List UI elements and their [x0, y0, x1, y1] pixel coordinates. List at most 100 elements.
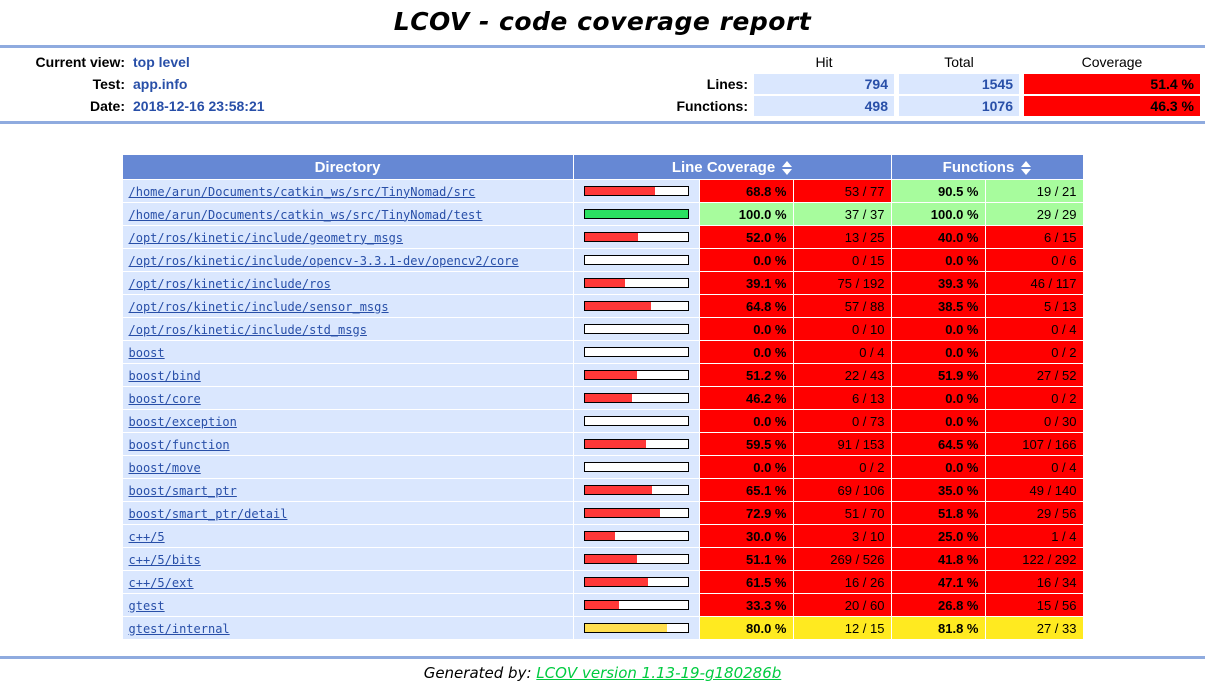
table-row: boost 0.0 % 0 / 4 0.0 % 0 / 2 [122, 341, 1083, 363]
coverage-column-header: Coverage [1081, 54, 1143, 70]
line-coverage-ratio: 53 / 77 [793, 180, 891, 202]
directory-link[interactable]: boost/smart_ptr [128, 483, 237, 498]
line-coverage-ratio: 6 / 13 [793, 387, 891, 409]
functions-hit-value: 498 [754, 96, 894, 116]
directory-link[interactable]: boost/function [128, 437, 230, 452]
functions-ratio: 6 / 15 [985, 226, 1083, 248]
directory-link[interactable]: boost/bind [128, 368, 201, 383]
coverage-bar [583, 531, 689, 541]
spacer [646, 52, 654, 72]
empty-cell [659, 52, 749, 72]
line-coverage-ratio: 12 / 15 [793, 617, 891, 639]
coverage-bar [583, 554, 689, 564]
line-coverage-percent: 100.0 % [699, 203, 793, 225]
table-row: boost/smart_ptr/detail 72.9 % 51 / 70 51… [122, 502, 1083, 524]
line-coverage-percent: 68.8 % [699, 180, 793, 202]
coverage-bar [583, 623, 689, 633]
directory-link[interactable]: /opt/ros/kinetic/include/std_msgs [128, 322, 367, 337]
coverage-bar [583, 232, 689, 242]
line-coverage-percent: 52.0 % [699, 226, 793, 248]
functions-percent: 0.0 % [891, 318, 985, 340]
line-coverage-sort-header[interactable]: Line Coverage [573, 155, 891, 179]
table-row: c++/5/ext 61.5 % 16 / 26 47.1 % 16 / 34 [122, 571, 1083, 593]
footer-text: Generated by: LCOV version 1.13-19-g1802… [0, 664, 1205, 682]
functions-ratio: 29 / 56 [985, 502, 1083, 524]
functions-total-value: 1076 [899, 96, 1019, 116]
line-coverage-percent: 0.0 % [699, 456, 793, 478]
functions-ratio: 1 / 4 [985, 525, 1083, 547]
functions-ratio: 27 / 52 [985, 364, 1083, 386]
coverage-bar-fill [584, 578, 648, 586]
directory-link[interactable]: c++/5/ext [128, 575, 194, 590]
table-row: /opt/ros/kinetic/include/opencv-3.3.1-de… [122, 249, 1083, 271]
coverage-bar-fill [584, 233, 639, 241]
coverage-bar [583, 462, 689, 472]
lines-total-value: 1545 [899, 74, 1019, 94]
functions-ratio: 29 / 29 [985, 203, 1083, 225]
line-coverage-ratio: 16 / 26 [793, 571, 891, 593]
line-coverage-ratio: 0 / 73 [793, 410, 891, 432]
coverage-table: Directory Line Coverage Functions /home/… [122, 154, 1084, 640]
footer-ruler [0, 656, 1205, 659]
table-row: c++/5/bits 51.1 % 269 / 526 41.8 % 122 /… [122, 548, 1083, 570]
functions-ratio: 46 / 117 [985, 272, 1083, 294]
lines-coverage-value: 51.4 % [1024, 74, 1200, 94]
directory-link[interactable]: boost [128, 345, 165, 360]
coverage-bar-fill [584, 187, 656, 195]
line-coverage-ratio: 0 / 2 [793, 456, 891, 478]
directory-link[interactable]: boost/core [128, 391, 201, 406]
coverage-bar-fill [584, 440, 646, 448]
line-coverage-percent: 72.9 % [699, 502, 793, 524]
coverage-bar [583, 186, 689, 196]
functions-label: Functions: [676, 98, 748, 114]
directory-link[interactable]: c++/5 [128, 529, 165, 544]
line-coverage-ratio: 37 / 37 [793, 203, 891, 225]
sort-updown-icon[interactable] [1021, 160, 1032, 175]
functions-ratio: 0 / 6 [985, 249, 1083, 271]
directory-link[interactable]: /opt/ros/kinetic/include/sensor_msgs [128, 299, 389, 314]
sort-updown-icon[interactable] [782, 160, 793, 175]
table-row: boost/function 59.5 % 91 / 153 64.5 % 10… [122, 433, 1083, 455]
spacer [646, 74, 654, 94]
functions-ratio: 5 / 13 [985, 295, 1083, 317]
directory-column-header: Directory [122, 155, 573, 179]
table-header-row: Directory Line Coverage Functions [122, 155, 1083, 179]
lines-hit-value: 794 [754, 74, 894, 94]
directory-link[interactable]: /opt/ros/kinetic/include/geometry_msgs [128, 230, 404, 245]
functions-percent: 0.0 % [891, 341, 985, 363]
directory-link[interactable]: /opt/ros/kinetic/include/opencv-3.3.1-de… [128, 253, 519, 268]
directory-link[interactable]: boost/move [128, 460, 201, 475]
spacer [646, 96, 654, 116]
table-row: /home/arun/Documents/catkin_ws/src/TinyN… [122, 180, 1083, 202]
functions-percent: 41.8 % [891, 548, 985, 570]
lcov-version-link[interactable]: LCOV version 1.13-19-g180286b [536, 664, 782, 682]
table-row: boost/bind 51.2 % 22 / 43 51.9 % 27 / 52 [122, 364, 1083, 386]
table-row: boost/smart_ptr 65.1 % 69 / 106 35.0 % 4… [122, 479, 1083, 501]
functions-ratio: 0 / 30 [985, 410, 1083, 432]
top-ruler [0, 45, 1205, 48]
table-row: boost/move 0.0 % 0 / 2 0.0 % 0 / 4 [122, 456, 1083, 478]
directory-link[interactable]: boost/exception [128, 414, 237, 429]
directory-link[interactable]: gtest/internal [128, 621, 230, 636]
functions-percent: 40.0 % [891, 226, 985, 248]
line-coverage-percent: 33.3 % [699, 594, 793, 616]
table-row: boost/core 46.2 % 6 / 13 0.0 % 0 / 2 [122, 387, 1083, 409]
test-label: Test: [92, 76, 125, 92]
functions-ratio: 107 / 166 [985, 433, 1083, 455]
coverage-bar-fill [584, 394, 633, 402]
directory-link[interactable]: c++/5/bits [128, 552, 201, 567]
line-coverage-percent: 65.1 % [699, 479, 793, 501]
coverage-bar-fill [584, 302, 652, 310]
coverage-bar [583, 439, 689, 449]
functions-sort-header[interactable]: Functions [891, 155, 1083, 179]
directory-link[interactable]: /home/arun/Documents/catkin_ws/src/TinyN… [128, 184, 476, 199]
directory-link[interactable]: gtest [128, 598, 165, 613]
directory-link[interactable]: /home/arun/Documents/catkin_ws/src/TinyN… [128, 207, 483, 222]
line-coverage-percent: 61.5 % [699, 571, 793, 593]
test-value: app.info [133, 76, 188, 92]
line-coverage-percent: 30.0 % [699, 525, 793, 547]
directory-link[interactable]: boost/smart_ptr/detail [128, 506, 288, 521]
functions-percent: 81.8 % [891, 617, 985, 639]
directory-link[interactable]: /opt/ros/kinetic/include/ros [128, 276, 331, 291]
coverage-bar [583, 393, 689, 403]
